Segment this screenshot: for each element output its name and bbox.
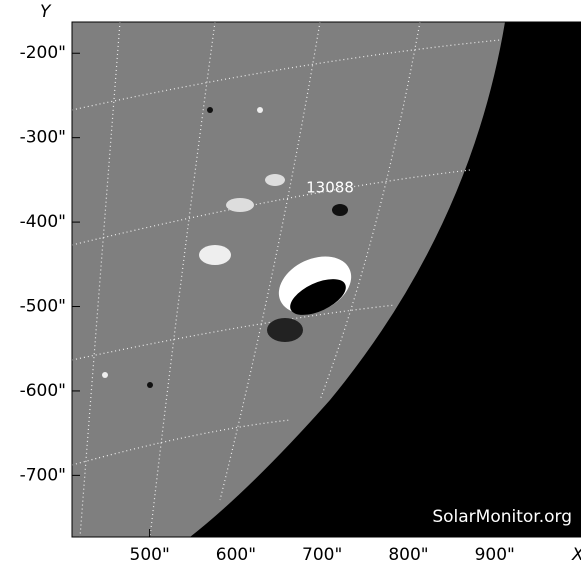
- y-tick-label: -200": [20, 43, 66, 63]
- y-tick-label: -300": [20, 128, 66, 148]
- x-tick-label: 800": [388, 545, 428, 565]
- y-tick-label: -700": [20, 465, 66, 485]
- x-axis-label: X: [571, 545, 581, 565]
- watermark: SolarMonitor.org: [432, 507, 572, 527]
- x-tick-label: 700": [302, 545, 342, 565]
- x-tick-label: 500": [130, 545, 170, 565]
- magnetogram-figure: 13088 SolarMonitor.org Y X 500" 600" 700" 8…: [0, 0, 581, 567]
- plot-area: 13088 SolarMonitor.org: [72, 22, 581, 537]
- region-label: 13088: [306, 179, 354, 197]
- y-tick-label: -600": [20, 381, 66, 401]
- y-tick-label: -500": [20, 297, 66, 317]
- x-tick-label: 600": [216, 545, 256, 565]
- y-tick-label: -400": [20, 212, 66, 232]
- x-tick-label: 900": [475, 545, 515, 565]
- y-axis-label: Y: [40, 2, 52, 22]
